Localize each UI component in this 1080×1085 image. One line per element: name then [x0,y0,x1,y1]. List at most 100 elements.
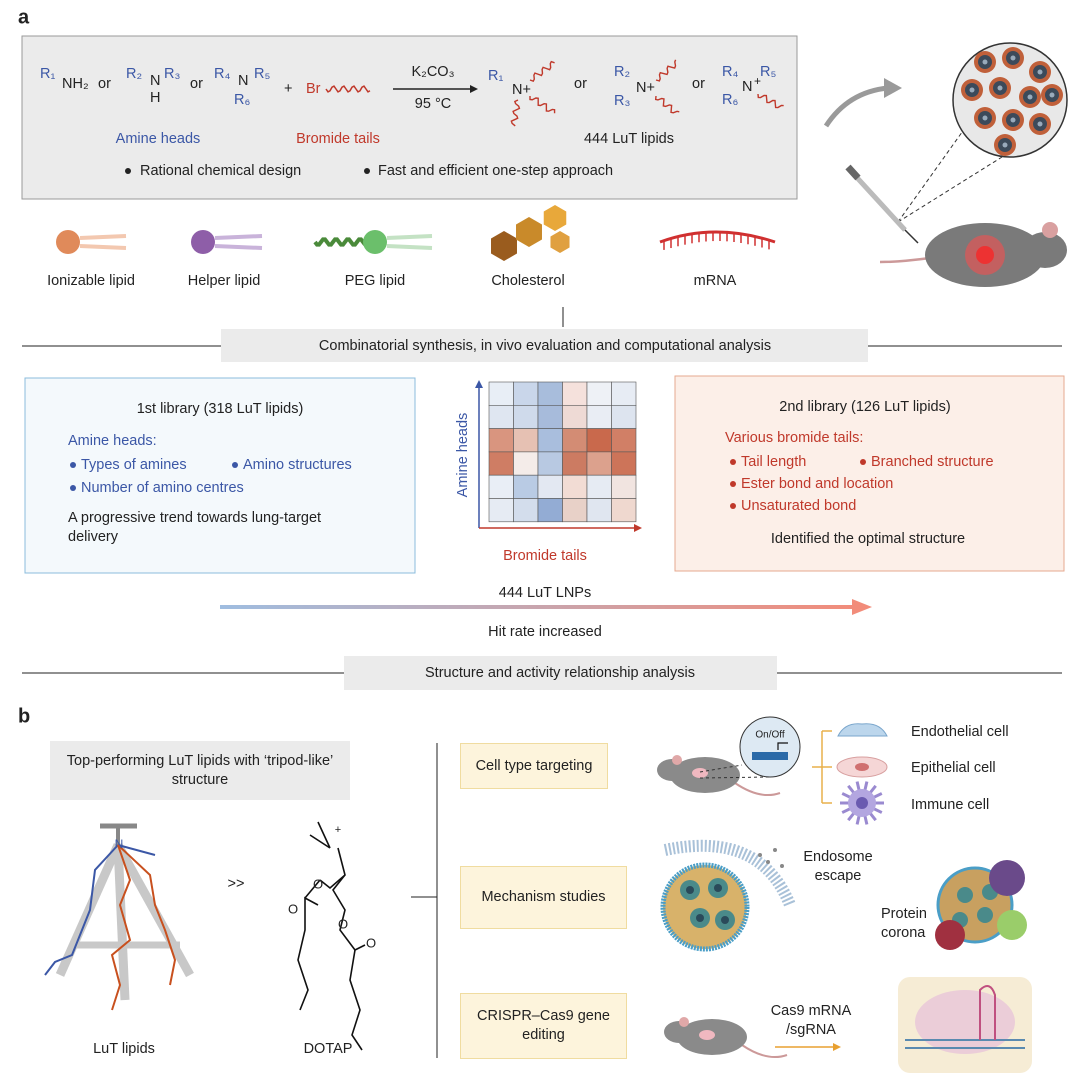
particle [758,853,762,857]
nanoparticle-dot [969,87,975,93]
chem-group: R₂ [126,66,142,82]
tripod-leg [114,842,194,978]
nanoparticle-dot [1002,142,1008,148]
heatmap-cell [513,474,539,499]
heatmap-cell [488,498,514,523]
heatmap-cell [562,404,588,429]
gene-box [752,752,788,760]
chem-group: R₁ [40,66,55,82]
chem-group: R₃ [614,93,630,109]
tail [655,59,677,82]
heatmap-cell [513,381,539,406]
nanoparticle-dot [1037,69,1043,75]
lnp-dot [686,886,694,894]
chem-group: R₅ [760,64,776,80]
chem-atom: O [338,916,348,931]
chem-group: R₄ [214,66,230,82]
membrane [663,839,796,908]
progress-label: 444 LuT LNPs [499,585,591,601]
library-item: Unsaturated bond [741,498,856,514]
nucleus [855,763,869,771]
library-subtitle: Various bromide tails: [725,430,863,446]
chem-atom: N [238,73,248,89]
arrow-head [852,599,872,615]
bullet [70,485,76,491]
library-subtitle: Amine heads: [68,433,157,449]
syringe-plunger [845,164,861,181]
cholesterol-ring [543,205,567,231]
mouse-ear [672,755,682,765]
tail [757,93,784,109]
library-item: Branched structure [871,454,994,470]
heatmap-cell [537,474,563,499]
study-box: Mechanism studies [460,866,627,929]
arrow-head [884,78,902,98]
heatmap-cell [611,451,637,476]
component-label: PEG lipid [345,273,405,289]
mouse-tail [741,1044,788,1058]
chem-atom: NH₂ [62,76,89,92]
nanoparticle-dot [1010,117,1016,123]
tail [529,60,555,83]
bullet [730,503,736,509]
tail-chain [110,844,132,1011]
tail-chain [117,844,177,986]
lipid-tail [386,234,433,240]
bullet [860,459,866,465]
dotap-bond [309,821,356,951]
heatmap-cell [488,428,514,453]
helper-lipid-icon [191,230,215,254]
caption: Amine heads [116,131,201,147]
nanoparticle-dot [1049,92,1055,98]
cell-label: Endothelial cell [911,724,1009,740]
particle [773,848,777,852]
cholesterol-ring [550,231,570,253]
promoter-arrow [777,742,788,750]
heatmap-cell [488,404,514,429]
protein [997,910,1027,940]
dna [905,1039,1025,1049]
heatmap-cell [611,404,637,429]
cholesterol-ring [516,217,542,247]
chem-group: R₃ [164,66,180,82]
tail [529,95,556,114]
cholesterol-ring [491,231,517,261]
caption: 444 LuT lipids [584,131,674,147]
reagent: K₂CO₃ [412,64,455,80]
amine-chain [117,844,156,856]
heatmap-cell [488,474,514,499]
progress-bar [220,605,856,609]
dotap-bond [297,874,346,1011]
chem-atom: N+ [636,80,655,96]
library-item: Number of amino centres [81,480,244,496]
panel-label: b [18,705,30,727]
chem-group: R₂ [614,64,630,80]
protein [935,920,965,950]
lipid-tail [386,244,433,250]
signal [976,246,994,264]
heatmap-cell [537,404,563,429]
heatmap-cell [611,428,637,453]
library-box [674,375,1065,572]
chem-group: R₅ [254,66,270,82]
chem-group: R₆ [234,92,250,108]
mouse-tail [734,782,781,796]
arrow-head [833,1043,841,1051]
component-label: Cholesterol [491,273,564,289]
zoom-line [699,764,743,773]
cell-label: Immune cell [911,797,989,813]
particle [766,860,770,864]
comparison-operator: >> [228,876,245,892]
chem-atom: N [115,837,124,851]
needle [904,229,919,244]
conjunction: or [190,76,203,92]
study-box: CRISPR–Cas9 gene editing [460,993,627,1059]
highlight: Rational chemical design [140,163,301,179]
conjunction: or [98,76,111,92]
flow-arrow [823,85,889,128]
heatmap-cell [513,451,539,476]
chem-atom: N [742,79,752,95]
ionizable-lipid-icon [56,230,80,254]
heatmap-cell [586,498,612,523]
